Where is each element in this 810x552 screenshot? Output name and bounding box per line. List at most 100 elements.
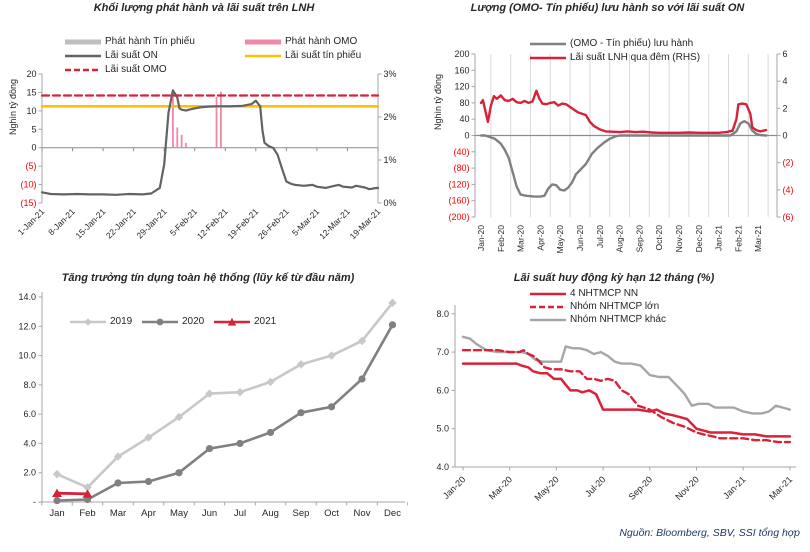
- marker-circle: [236, 439, 244, 448]
- marker-circle: [266, 428, 275, 437]
- tick-label: 80: [459, 98, 469, 108]
- marker-circle: [327, 403, 336, 411]
- chart-title: Lãi suất huy động kỳ hạn 12 tháng (%): [513, 272, 715, 284]
- legend-swatch-dash-icon: [530, 305, 566, 308]
- tick-label: (10): [20, 180, 36, 190]
- x-tick-label: Jul-20: [583, 474, 607, 498]
- marker-diamond: [174, 412, 184, 422]
- chart-shape: [245, 39, 281, 44]
- marker-triangle: [82, 489, 93, 498]
- x-tick-label: Nov: [354, 508, 371, 519]
- x-tick-label: Jan-21: [721, 474, 748, 501]
- x-tick-label: 8-Jan-21: [46, 206, 77, 237]
- bar-Phát hành OMO: [172, 92, 174, 148]
- marker-diamond: [388, 298, 397, 308]
- legend-swatch-bar-icon: [245, 39, 281, 44]
- x-tick-label: Nov-20: [673, 474, 701, 502]
- marker-diamond: [52, 469, 62, 479]
- x-tick-label: Mar-21: [767, 474, 794, 501]
- source-note: Nguồn: Bloomberg, SBV, SSI tổng hợp: [619, 527, 800, 539]
- series-Lãi suất ON: [40, 89, 380, 196]
- tick-label: 2.0: [23, 468, 36, 478]
- tick-label: 0: [31, 143, 36, 153]
- marker-circle: [297, 409, 305, 417]
- tick-label: 0: [783, 131, 788, 141]
- series-Lãi suất LNH qua đêm (RHS): [479, 89, 768, 135]
- tick-label: 10.0: [18, 351, 36, 361]
- x-tick-label: Oct-20: [654, 225, 664, 251]
- x-tick-label: Dec-20: [694, 225, 704, 253]
- series-2019: [55, 301, 394, 489]
- legend-item: Lãi suất OMO: [65, 64, 167, 75]
- x-tick-label: 1-Jan-21: [16, 206, 47, 237]
- marker-circle: [53, 496, 61, 505]
- chart-title: Khối lượng phát hành và lãi suất trên LN…: [93, 2, 315, 14]
- marker-circle: [358, 375, 366, 383]
- bar-Phát hành OMO: [220, 91, 222, 148]
- tick-label: 4: [783, 76, 788, 86]
- x-tick-label: Oct: [324, 508, 339, 519]
- legend-swatch-line-triangle-icon: [214, 317, 250, 326]
- x-tick-label: Feb-20: [496, 225, 506, 252]
- legend-swatch-bar-icon: [65, 39, 101, 44]
- x-tick-label: Jul-20: [595, 225, 605, 248]
- x-tick-label: Aug-20: [615, 225, 625, 253]
- y-axis-title: Nghìn tỷ đồng: [433, 74, 443, 130]
- series-4 NHTMCP NN: [461, 362, 792, 438]
- legend-item: 2019: [70, 316, 132, 327]
- x-tick-label: Nov-20: [674, 225, 684, 253]
- tick-label: 160: [454, 65, 469, 75]
- x-tick-label: 12-Feb-21: [195, 206, 230, 241]
- legend-swatch-line-circle-icon: [142, 318, 178, 325]
- chart-title: Tăng trưởng tín dụng toàn hệ thống (lũy …: [61, 272, 355, 284]
- tick-label: 4.0: [436, 462, 449, 472]
- bar-Phát hành OMO: [215, 96, 218, 148]
- tick-label: 14.0: [18, 292, 36, 302]
- marker-circle: [114, 479, 122, 487]
- tick-label: 8.0: [436, 309, 449, 319]
- legend-label: 4 NHTMCP NN: [570, 288, 639, 299]
- tick-label: 20: [26, 69, 36, 79]
- legend-label: Lãi suất OMO: [105, 64, 167, 75]
- tick-label: 15: [26, 87, 36, 97]
- x-tick-label: May-20: [555, 225, 565, 254]
- tick-label: (2): [783, 158, 794, 168]
- chart-credit-growth: Tăng trưởng tín dụng toàn hệ thống (lũy …: [8, 272, 409, 550]
- series-(OMO - Tín phiếu) lưu hành: [479, 119, 768, 198]
- x-tick-label: May-20: [533, 474, 561, 502]
- tick-label: (6): [783, 212, 794, 222]
- chart-canvas: 200 160 120 80 40 0 (40) (80) (120) (160) (200) 6 4 2…: [433, 49, 794, 254]
- marker-diamond: [205, 389, 214, 398]
- tick-label: 0: [464, 131, 469, 141]
- legend-label: Phát hành Tín phiếu: [105, 36, 195, 47]
- tick-label: (200): [448, 212, 469, 222]
- marker-diamond: [235, 387, 245, 397]
- chart-shape: [65, 39, 101, 44]
- x-tick-label: Sep-20: [627, 474, 655, 502]
- x-tick-label: Jan-20: [441, 474, 468, 501]
- x-tick-label: 19-Mar-21: [348, 206, 383, 241]
- chart-shape: [156, 318, 164, 325]
- legend-label: 2021: [254, 316, 277, 327]
- tick-label: 3%: [384, 69, 397, 79]
- tick-label: 6: [783, 49, 788, 59]
- legend-item: Nhóm NHTMCP khác: [530, 314, 666, 325]
- chart-omo-tbill-outstanding: Lượng (OMO- Tín phiếu) lưu hành so với l…: [405, 2, 810, 268]
- legend-item: Lãi suất tín phiếu: [245, 50, 361, 61]
- x-tick-label: Apr: [141, 508, 156, 519]
- x-tick-label: Mar-20: [487, 474, 514, 501]
- tick-label: -: [33, 497, 36, 507]
- chart-shape: [84, 317, 92, 326]
- tick-label: 5: [31, 124, 36, 134]
- tick-label: (4): [783, 185, 794, 195]
- legend-label: Nhóm NHTMCP lớn: [570, 301, 660, 312]
- chart-canvas: 14.0 12.0 10.0 8.0 6.0 4.0 2.0 - Jan Feb Mar Apr May…: [18, 292, 409, 519]
- tick-label: 2: [783, 103, 788, 113]
- tick-label: 2%: [384, 112, 397, 122]
- x-tick-label: Jan-21: [714, 225, 724, 251]
- legend-label: (OMO - Tín phiếu) lưu hành: [570, 38, 694, 49]
- marker-triangle: [52, 488, 62, 498]
- marker-circle: [388, 321, 397, 329]
- bar-Phát hành OMO: [180, 134, 183, 148]
